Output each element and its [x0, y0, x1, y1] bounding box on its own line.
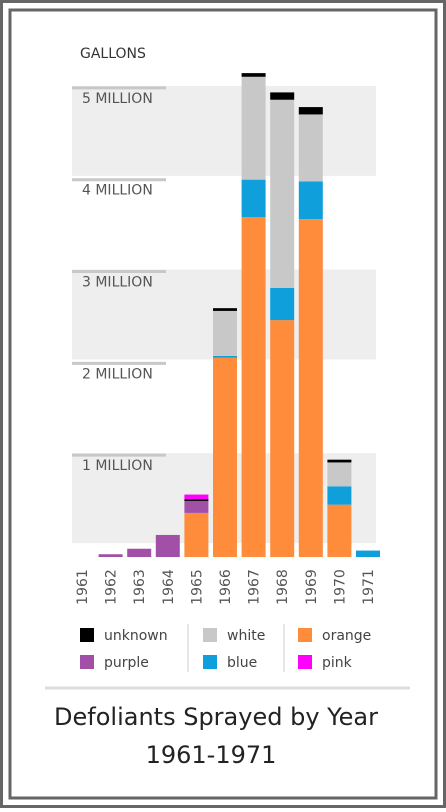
legend-swatch — [298, 628, 312, 642]
bar-segment — [241, 179, 266, 218]
bar-segment — [327, 504, 352, 557]
bar-segment — [213, 308, 237, 311]
legend-swatch — [298, 655, 312, 669]
y-axis-label: GALLONS — [80, 46, 146, 62]
x-tick-label: 1966 — [218, 569, 234, 605]
bar-segment — [127, 548, 152, 557]
x-tick-label: 1965 — [189, 569, 205, 605]
x-tick-label: 1971 — [361, 569, 377, 605]
y-tick-label: 4 MILLION — [82, 183, 153, 199]
legend-label: orange — [322, 628, 371, 644]
x-tick-label: 1969 — [304, 569, 320, 605]
x-tick-label: 1962 — [104, 569, 120, 605]
bar-segment — [327, 486, 352, 505]
y-tick-label: 3 MILLION — [82, 275, 153, 291]
bar-segment — [356, 550, 380, 557]
legend-label: unknown — [104, 628, 168, 644]
bar-segment — [270, 320, 295, 557]
bar-segment — [270, 287, 295, 321]
bar-segment — [184, 512, 209, 557]
chart-subtitle: 1961-1971 — [146, 741, 277, 769]
bar-segment — [213, 357, 237, 557]
y-tick-label: 1 MILLION — [82, 458, 153, 474]
x-tick-label: 1970 — [332, 569, 348, 605]
bar-segment — [298, 114, 323, 182]
y-tick-label: 5 MILLION — [82, 91, 153, 107]
y-tick-label: 2 MILLION — [82, 366, 153, 382]
bar-segment — [241, 73, 266, 77]
x-tick-label: 1964 — [161, 569, 177, 605]
bar-segment — [184, 499, 209, 501]
legend-swatch — [80, 628, 94, 642]
x-tick-label: 1967 — [247, 569, 263, 605]
legend-swatch — [80, 655, 94, 669]
bar-segment — [241, 76, 266, 180]
bar-segment — [298, 219, 323, 558]
bar-segment — [155, 534, 180, 557]
bar-segment — [298, 181, 323, 220]
x-tick-label: 1963 — [132, 569, 148, 605]
legend-swatch — [203, 628, 217, 642]
legend-swatch — [203, 655, 217, 669]
legend-label: blue — [227, 655, 257, 671]
chart-title: Defoliants Sprayed by Year — [54, 703, 378, 731]
legend-label: pink — [322, 655, 353, 671]
bar-segment — [327, 459, 352, 463]
bar-segment — [98, 554, 123, 557]
bar-segment — [270, 92, 295, 100]
bar-segment — [184, 494, 209, 500]
inner-frame — [8, 8, 438, 800]
bar-segment — [270, 99, 295, 288]
legend-label: purple — [104, 655, 149, 671]
legend-label: white — [227, 628, 265, 644]
bar-segment — [213, 310, 237, 356]
x-tick-label: 1961 — [75, 569, 91, 605]
bar-segment — [298, 107, 323, 115]
bar-segment — [327, 462, 352, 487]
bar-segment — [213, 355, 237, 358]
grid-band — [72, 85, 376, 176]
bar-segment — [241, 217, 266, 558]
bar-segment — [184, 500, 209, 513]
x-tick-label: 1968 — [275, 569, 291, 605]
